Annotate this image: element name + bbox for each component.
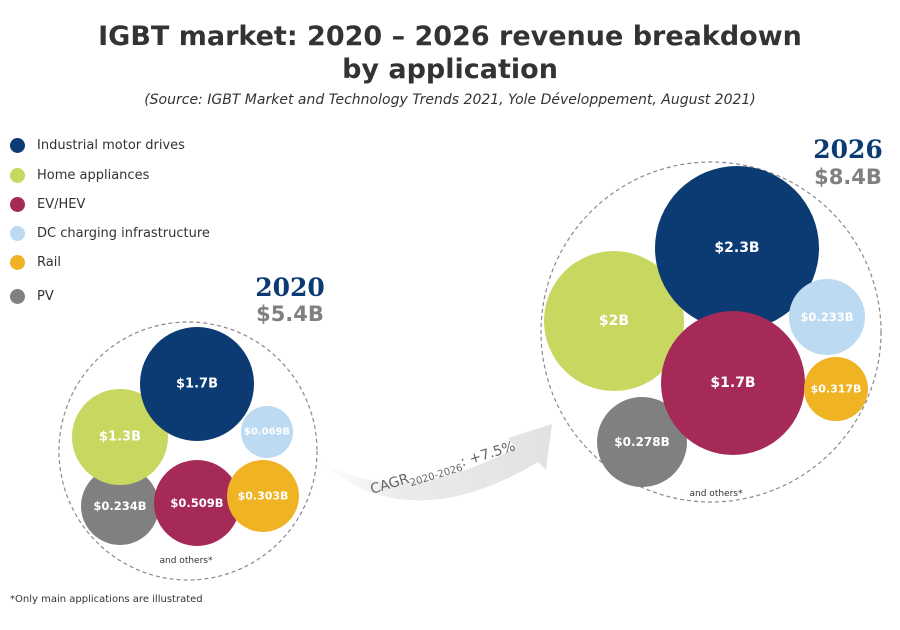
group-outline-2020 (58, 321, 318, 581)
legend-swatch-ev (10, 197, 25, 212)
others-label-2020: and others* (160, 556, 213, 566)
cagr-arrow: CAGR2020-2026: +7.5% (318, 424, 552, 501)
legend-item-rail: Rail (10, 255, 61, 270)
bubble-groups: $0.234B $1.3B $1.7B $0.509B $0.069B $0.303B 20… (58, 135, 883, 581)
total-label-2020: $5.4B (256, 302, 324, 326)
bubble-label-dc-2026: $0.233B (800, 310, 853, 324)
chart-title-line-1: IGBT market: 2020 – 2026 revenue breakdo… (98, 21, 802, 52)
legend-label-industrial: Industrial motor drives (37, 138, 185, 153)
bubble-label-home-2020: $1.3B (99, 430, 141, 445)
year-label-2020: 2020 (255, 273, 325, 302)
legend-swatch-industrial (10, 138, 25, 153)
legend-item-industrial: Industrial motor drives (10, 138, 185, 153)
bubble-label-ev-2020: $0.509B (170, 496, 223, 510)
bubble-home-2020 (72, 389, 168, 485)
legend-item-home: Home appliances (10, 168, 149, 183)
legend-item-ev: EV/HEV (10, 197, 85, 212)
bubble-pv-2026 (597, 397, 687, 487)
legend-label-ev: EV/HEV (37, 197, 86, 212)
legend-swatch-rail (10, 255, 25, 270)
footnote: *Only main applications are illustrated (10, 594, 203, 605)
bubble-dc-2026 (789, 279, 865, 355)
legend-item-pv: PV (10, 289, 54, 304)
bubble-pv-2020 (81, 467, 159, 545)
bubble-label-dc-2020: $0.069B (244, 427, 290, 438)
legend-swatch-home (10, 168, 25, 183)
bubble-rail-2026 (804, 357, 868, 421)
bubble-label-rail-2026: $0.317B (811, 383, 862, 396)
legend-label-rail: Rail (37, 255, 61, 270)
legend-swatch-pv (10, 289, 25, 304)
bubble-label-industrial-2020: $1.7B (176, 377, 218, 392)
bubble-ev-2020 (154, 460, 240, 546)
legend-label-pv: PV (37, 289, 54, 304)
legend-item-dc: DC charging infrastructure (10, 226, 210, 241)
chart-title-line-2: by application (342, 54, 558, 85)
chart-title: IGBT market: 2020 – 2026 revenue breakdo… (0, 20, 900, 86)
bubble-industrial-2020 (140, 327, 254, 441)
total-label-2026: $8.4B (814, 165, 882, 189)
bubble-label-pv-2020: $0.234B (93, 499, 146, 513)
legend-swatch-dc (10, 226, 25, 241)
bubble-label-rail-2020: $0.303B (238, 490, 289, 503)
bubble-ev-2026 (661, 311, 805, 455)
bubble-group-2026: $0.278B $2B $2.3B $1.7B $0.233B $0.317B 2026$8… (540, 135, 883, 503)
bubble-label-home-2026: $2B (599, 313, 629, 329)
bubble-group-2020: $0.234B $1.3B $1.7B $0.509B $0.069B $0.303B 20… (58, 273, 325, 581)
chart-source: (Source: IGBT Market and Technology Tren… (144, 92, 756, 108)
bubble-rail-2020 (227, 460, 299, 532)
bubble-label-pv-2026: $0.278B (614, 435, 669, 449)
group-outline-2026 (540, 161, 882, 503)
others-label-2026: and others* (690, 489, 743, 499)
year-label-2026: 2026 (813, 135, 883, 164)
legend-label-dc: DC charging infrastructure (37, 226, 210, 241)
bubble-home-2026 (544, 251, 684, 391)
bubble-industrial-2026 (655, 166, 819, 330)
bubble-dc-2020 (241, 406, 293, 458)
cagr-arrow-shape (318, 424, 552, 501)
bubble-label-industrial-2026: $2.3B (714, 240, 759, 256)
legend-label-home: Home appliances (37, 168, 150, 183)
bubble-label-ev-2026: $1.7B (710, 375, 755, 391)
